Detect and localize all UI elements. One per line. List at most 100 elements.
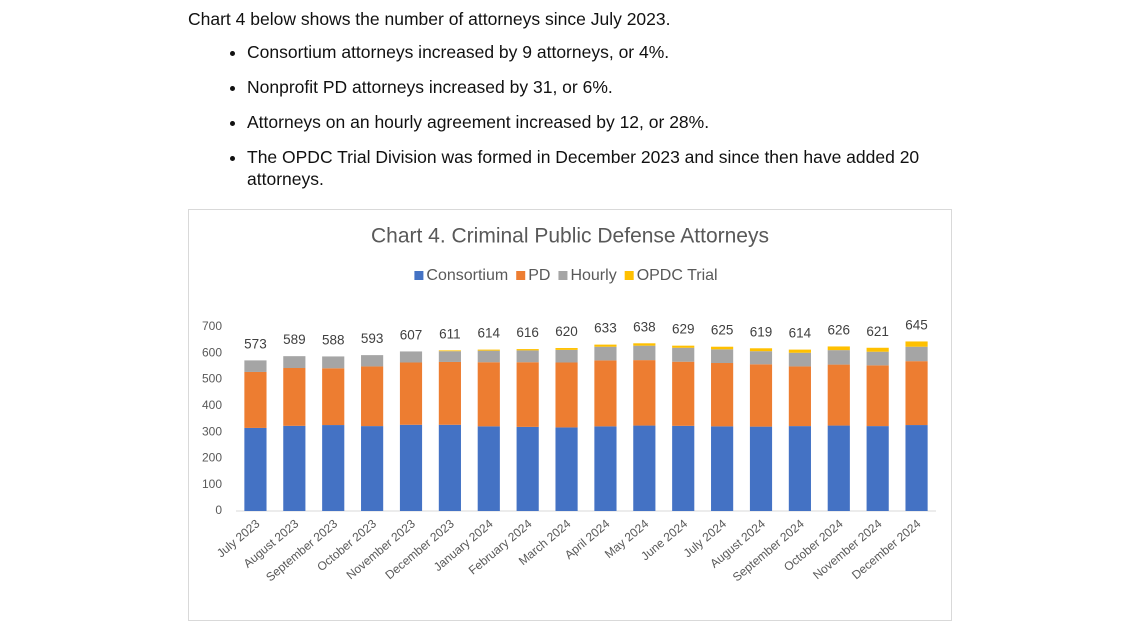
- bar-segment: [438, 351, 461, 362]
- bar-segment: [827, 350, 850, 365]
- bar-segment: [866, 426, 889, 511]
- total-label: 589: [283, 332, 306, 347]
- total-label: 645: [905, 317, 928, 332]
- bar-segment: [827, 425, 850, 511]
- bar-segment: [555, 362, 578, 428]
- bar-segment: [827, 364, 850, 426]
- bar-segment: [438, 361, 461, 425]
- y-tick-label: 200: [202, 451, 222, 465]
- bar-segment: [516, 362, 539, 427]
- bar-segment: [788, 366, 811, 427]
- legend-label: PD: [528, 267, 550, 284]
- bar-segment: [866, 351, 889, 366]
- total-label: 614: [478, 326, 501, 341]
- bar-segment: [477, 426, 500, 511]
- bar-segment: [749, 351, 773, 365]
- total-label: 619: [750, 324, 773, 339]
- bullet: Attorneys on an hourly agreement increas…: [247, 111, 927, 133]
- legend-swatch: [414, 271, 424, 280]
- bar-segment: [322, 356, 345, 369]
- bar-segment: [361, 426, 384, 511]
- intro-text: Chart 4 below shows the number of attorn…: [188, 9, 671, 29]
- bar-segment: [711, 426, 734, 511]
- bar-segment: [477, 350, 500, 363]
- total-label: 616: [516, 325, 539, 340]
- bar-segment: [283, 425, 306, 511]
- bar-segment: [361, 366, 384, 427]
- bar-segment: [399, 424, 423, 511]
- bar-segment: [438, 350, 461, 352]
- legend-label: Hourly: [570, 267, 616, 284]
- bar-segment: [711, 346, 734, 350]
- total-label: 588: [322, 332, 345, 347]
- y-tick-label: 600: [202, 345, 222, 359]
- y-tick-label: 500: [202, 372, 222, 386]
- bar-segment: [866, 365, 889, 427]
- total-label: 621: [866, 324, 889, 339]
- total-label: 607: [400, 327, 423, 342]
- bar-segment: [749, 348, 773, 352]
- bar-segment: [905, 341, 928, 347]
- bar-segment: [516, 426, 539, 511]
- bar-segment: [788, 426, 811, 511]
- bar-segment: [361, 355, 384, 367]
- bar-segment: [633, 343, 656, 346]
- total-label: 638: [633, 319, 656, 334]
- bar-segment: [244, 371, 267, 428]
- total-label: 629: [672, 322, 695, 337]
- bar-segment: [905, 425, 928, 511]
- bar-segment: [866, 347, 889, 352]
- y-tick-label: 400: [202, 398, 222, 412]
- bar-segment: [749, 426, 773, 511]
- bar-segment: [672, 425, 695, 511]
- bar-segment: [244, 360, 267, 372]
- chart-title: Chart 4. Criminal Public Defense Attorne…: [371, 225, 769, 248]
- bar-segment: [555, 348, 578, 350]
- total-label: 633: [594, 321, 617, 336]
- bar-segment: [283, 356, 306, 369]
- x-tick-label: December 2023: [382, 516, 457, 582]
- bar-segment: [594, 344, 617, 347]
- total-label: 626: [828, 322, 851, 337]
- legend-label: OPDC Trial: [637, 267, 718, 284]
- bar-segment: [516, 349, 539, 351]
- bar-segment: [477, 349, 500, 351]
- total-label: 593: [361, 331, 384, 346]
- bar-segment: [905, 361, 928, 426]
- total-label: 625: [711, 323, 734, 338]
- bar-segment: [555, 427, 578, 511]
- x-tick-label: November 2023: [344, 516, 419, 582]
- bar-segment: [555, 349, 578, 363]
- bar-segment: [788, 349, 811, 353]
- chart: Chart 4. Criminal Public Defense Attorne…: [188, 209, 952, 621]
- bar-segment: [399, 351, 423, 363]
- bar-segment: [711, 363, 734, 427]
- bar-segment: [905, 346, 928, 362]
- bar-segment: [788, 352, 811, 367]
- bar-segment: [711, 349, 734, 364]
- legend-label: Consortium: [426, 267, 508, 284]
- bullet: Consortium attorneys increased by 9 atto…: [247, 41, 927, 63]
- bar-segment: [827, 346, 850, 351]
- y-tick-label: 100: [202, 477, 222, 491]
- total-label: 611: [439, 326, 461, 341]
- bullet: The OPDC Trial Division was formed in De…: [247, 146, 927, 190]
- legend-swatch: [516, 271, 526, 280]
- bar-segment: [594, 346, 617, 361]
- bar-segment: [244, 427, 267, 511]
- bullet-list: Consortium attorneys increased by 9 atto…: [212, 28, 927, 190]
- bar-segment: [594, 360, 617, 427]
- bar-segment: [516, 350, 539, 363]
- bar-segment: [749, 364, 773, 427]
- total-label: 620: [555, 324, 578, 339]
- bar-segment: [594, 426, 617, 511]
- bar-segment: [477, 362, 500, 427]
- bar-segment: [633, 425, 656, 511]
- bar-segment: [672, 345, 695, 348]
- bar-segment: [399, 362, 423, 425]
- x-tick-label: December 2024: [849, 516, 924, 582]
- bar-segment: [672, 347, 695, 362]
- legend-swatch: [558, 271, 568, 280]
- bar-segment: [283, 368, 306, 426]
